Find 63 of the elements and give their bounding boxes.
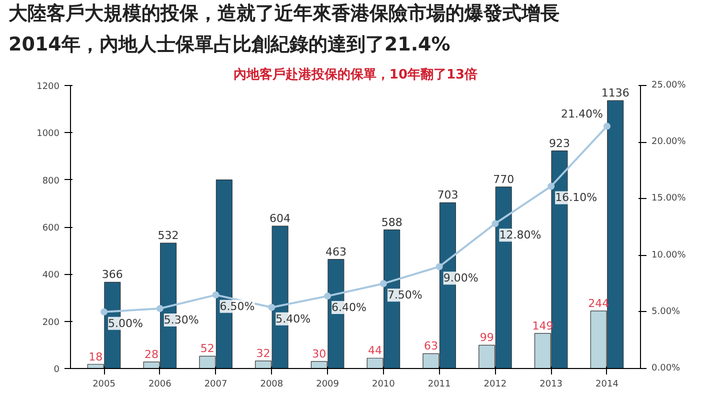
data-label: 32 xyxy=(256,346,270,360)
data-label: 18 xyxy=(88,350,103,364)
data-label: 5.30% xyxy=(164,314,199,327)
chart-subtitle: 2014年，內地人士保單占比創紀錄的達到了21.4% xyxy=(8,34,450,56)
point xyxy=(436,263,443,270)
y-tick-label: 400 xyxy=(42,270,60,281)
data-label: 604 xyxy=(270,212,291,226)
x-tick-label: 2007 xyxy=(204,380,228,390)
data-label: 7.50% xyxy=(387,288,422,302)
data-label: 703 xyxy=(437,188,458,202)
y2-tick-label: 5.00% xyxy=(652,306,681,317)
x-tick-label: 2009 xyxy=(316,380,340,390)
data-label: 44 xyxy=(368,344,382,358)
y2-tick-label: 15.00% xyxy=(652,194,686,204)
data-label: 770 xyxy=(493,172,514,186)
point xyxy=(603,122,610,130)
y2-tick-label: 10.00% xyxy=(652,250,686,260)
data-label: 30 xyxy=(312,347,326,360)
data-label: 21.40% xyxy=(561,107,603,120)
y-tick-label: 600 xyxy=(42,224,60,234)
data-label: 463 xyxy=(325,245,346,258)
x-tick-label: 2005 xyxy=(92,380,116,390)
point xyxy=(268,304,276,311)
y-tick-label: 200 xyxy=(42,318,60,328)
x-tick-label: 2006 xyxy=(148,380,172,390)
data-label: 9.00% xyxy=(443,272,478,285)
data-label: 6.50% xyxy=(220,300,255,313)
x-tick-label: 2013 xyxy=(540,380,563,390)
data-label: 5.00% xyxy=(108,316,143,330)
text: 內地客戶赴港投保的保單，10年翻了13倍 xyxy=(233,66,478,82)
data-label: 28 xyxy=(144,348,159,361)
y2-tick-label: 25.00% xyxy=(652,80,686,90)
data-label: 366 xyxy=(102,268,123,282)
data-label: 52 xyxy=(200,342,214,356)
point xyxy=(380,280,387,288)
data-label: 16.10% xyxy=(555,191,598,204)
point xyxy=(324,292,332,300)
point xyxy=(100,308,108,316)
y2-tick-label: 20.00% xyxy=(652,137,686,148)
point xyxy=(156,305,164,312)
data-label: 63 xyxy=(424,340,438,353)
data-label: 923 xyxy=(548,136,570,150)
x-tick-label: 2011 xyxy=(428,380,451,390)
x-tick-label: 2014 xyxy=(596,380,619,390)
data-label: 1136 xyxy=(601,86,630,100)
y2-tick-label: 0.00% xyxy=(652,364,681,374)
point xyxy=(492,220,499,228)
x-tick-label: 2008 xyxy=(260,380,284,390)
data-label: 12.80% xyxy=(499,228,542,242)
chart-title: 大陸客戶大規模的投保，造就了近年來香港保險市場的爆發式增長 xyxy=(8,2,560,24)
x-tick-label: 2012 xyxy=(484,380,507,390)
y-tick-label: 1200 xyxy=(36,82,60,92)
y-tick-label: 800 xyxy=(42,176,60,186)
data-label: 532 xyxy=(158,229,179,242)
data-label: 6.40% xyxy=(332,301,367,314)
x-tick-label: 2010 xyxy=(372,380,396,390)
data-label: 5.40% xyxy=(276,312,311,326)
point xyxy=(548,182,555,190)
point xyxy=(212,291,220,298)
data-label: 588 xyxy=(381,216,402,229)
data-label: 99 xyxy=(480,331,494,344)
y-tick-label: 1000 xyxy=(36,129,60,140)
y-tick-label: 0 xyxy=(54,365,60,375)
